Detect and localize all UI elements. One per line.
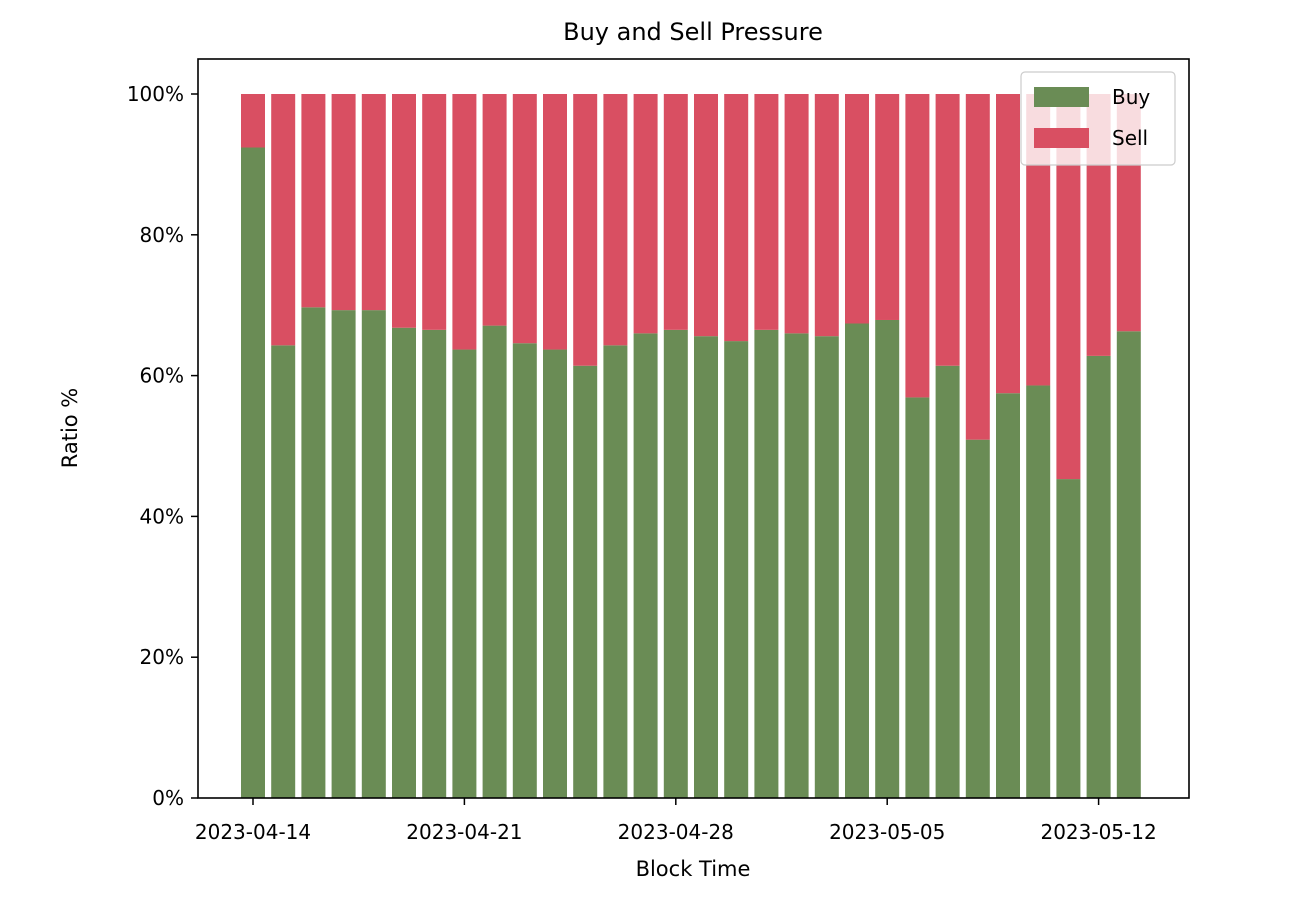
bar-buy-2023-04-27 [633,333,658,798]
bar-buy-2023-05-10 [1026,385,1051,798]
bar-sell-2023-05-07 [935,94,960,366]
bar-sell-2023-04-26 [603,94,628,346]
bar-buy-2023-04-20 [422,329,447,798]
bar-sell-2023-04-30 [724,94,749,342]
bar-buy-2023-05-13 [1116,331,1141,798]
bar-buy-2023-04-25 [573,365,598,798]
bar-buy-2023-05-08 [965,439,990,798]
bar-buy-2023-05-09 [996,393,1020,798]
bar-sell-2023-04-19 [392,94,416,328]
bar-buy-2023-04-16 [301,307,326,798]
bar-sell-2023-04-15 [271,94,296,346]
x-axis: 2023-04-14 2023-04-21 2023-04-28 2023-05-05… [195,798,1157,844]
y-axis: 0% 20% 40% 60% 80% 100% [127,82,198,810]
bar-sell-2023-05-05 [875,94,900,320]
bar-sell-2023-04-25 [573,94,598,366]
y-tick-label: 100% [127,82,184,106]
bars-group [241,94,1141,798]
bar-sell-2023-05-09 [996,94,1020,394]
chart-title: Buy and Sell Pressure [563,18,823,46]
bar-buy-2023-04-24 [543,349,567,798]
bar-sell-2023-04-16 [301,94,326,308]
bar-sell-2023-05-06 [905,94,930,398]
x-tick-label: 2023-04-21 [406,820,522,844]
y-tick-label: 60% [140,364,184,388]
legend-label-buy: Buy [1112,85,1150,109]
bar-sell-2023-04-18 [361,94,386,311]
bar-sell-2023-04-17 [331,94,356,311]
bar-buy-2023-05-07 [935,365,960,798]
bar-buy-2023-04-29 [694,336,718,798]
bar-buy-2023-05-01 [754,329,779,798]
bar-sell-2023-04-22 [482,94,507,326]
bar-buy-2023-05-06 [905,397,930,798]
x-axis-label: Block Time [636,857,751,881]
plot-frame [197,58,1190,799]
bar-sell-2023-04-21 [452,94,477,350]
y-tick-label: 20% [140,645,184,669]
bar-buy-2023-04-30 [724,341,749,798]
bar-buy-2023-04-23 [512,343,537,798]
bar-buy-2023-04-19 [392,327,416,798]
bar-sell-2023-04-23 [512,94,537,344]
bar-buy-2023-04-17 [331,310,356,798]
bar-sell-2023-04-29 [694,94,718,337]
legend-swatch-buy [1034,87,1089,107]
bar-buy-2023-04-28 [663,329,688,798]
bar-buy-2023-04-21 [452,349,477,798]
legend-label-sell: Sell [1112,126,1148,150]
bar-buy-2023-04-22 [482,325,507,798]
bar-buy-2023-05-02 [784,333,809,798]
bar-buy-2023-05-05 [875,319,900,798]
y-axis-label: Ratio % [58,388,82,469]
bar-buy-2023-05-11 [1056,479,1081,798]
bar-buy-2023-05-04 [845,323,869,798]
bar-sell-2023-04-27 [633,94,658,334]
bar-buy-2023-04-14 [241,147,265,798]
bar-sell-2023-05-04 [845,94,869,324]
y-tick-label: 0% [152,786,184,810]
bar-buy-2023-04-26 [603,345,628,798]
bar-buy-2023-04-18 [361,310,386,798]
y-tick-label: 80% [140,223,184,247]
bar-sell-2023-04-20 [422,94,447,330]
bar-buy-2023-04-15 [271,345,296,798]
bar-sell-2023-05-01 [754,94,779,330]
x-tick-label: 2023-04-14 [195,820,311,844]
y-tick-label: 40% [140,504,184,528]
bar-sell-2023-04-24 [543,94,567,350]
bar-buy-2023-05-03 [814,336,839,798]
x-tick-label: 2023-05-05 [829,820,945,844]
legend-box [1020,71,1176,166]
bar-sell-2023-04-14 [241,94,265,148]
bar-sell-2023-05-03 [814,94,839,337]
x-tick-label: 2023-04-28 [618,820,734,844]
bar-sell-2023-04-28 [663,94,688,330]
bar-sell-2023-05-02 [784,94,809,334]
legend-swatch-sell [1034,128,1089,148]
legend: Buy Sell [1020,71,1176,166]
bar-buy-2023-05-12 [1086,355,1111,798]
x-tick-label: 2023-05-12 [1040,820,1156,844]
bar-sell-2023-05-08 [965,94,990,440]
